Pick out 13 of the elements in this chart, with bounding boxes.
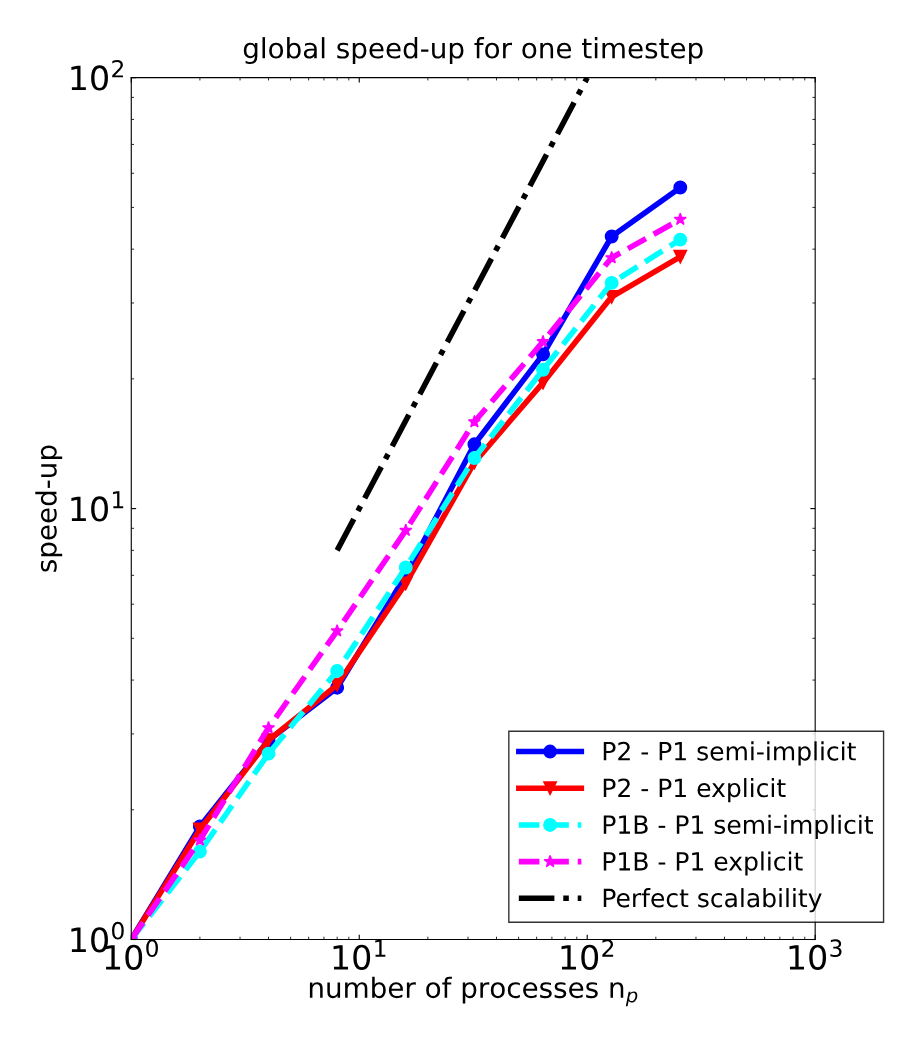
x-tick-label: 10$^{3}$ xyxy=(789,939,842,970)
y-axis-title: speed-up xyxy=(35,445,63,572)
legend-label: P2 - P1 semi-implicit xyxy=(603,741,856,766)
x-tick-label: 10$^{2}$ xyxy=(561,939,614,970)
y-tick-label: 10$^{2}$ xyxy=(71,60,123,91)
x-axis-title: number of processes n$_{p}$ xyxy=(309,976,638,1007)
y-tick-label: 10$^{1}$ xyxy=(71,491,124,522)
legend-label: P1B - P1 explicit xyxy=(603,851,803,876)
legend-label: Perfect scalability xyxy=(603,888,822,913)
chart-title: global speed-up for one timestep xyxy=(243,37,703,64)
legend-label: P1B - P1 semi-implicit xyxy=(603,814,873,839)
x-tick-label: 10$^{1}$ xyxy=(333,939,386,970)
legend-label: P2 - P1 explicit xyxy=(603,777,786,803)
